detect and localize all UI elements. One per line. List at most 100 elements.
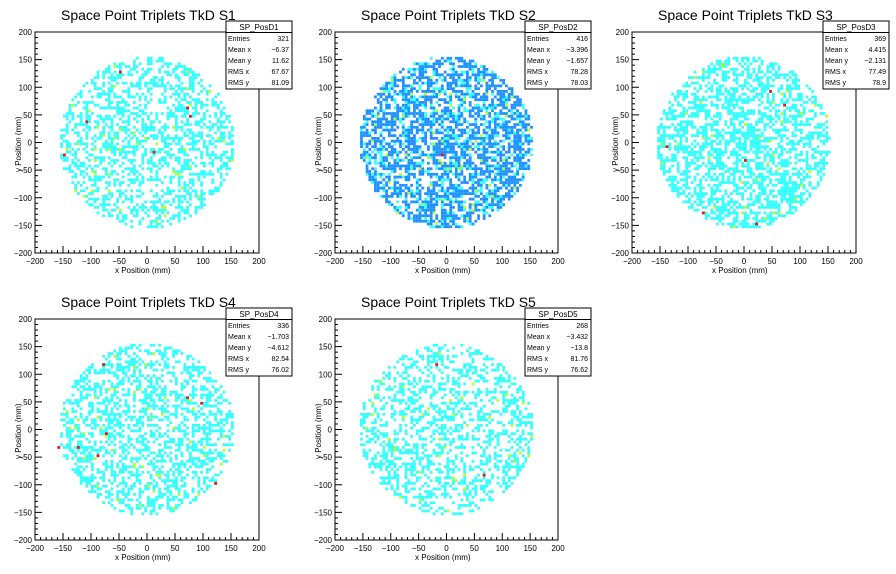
- histogram-bin: [727, 142, 730, 146]
- histogram-bin: [738, 128, 742, 132]
- histogram-bin: [496, 161, 500, 165]
- histogram-bin: [735, 78, 739, 82]
- histogram-bin: [93, 178, 97, 182]
- histogram-bin: [788, 148, 792, 151]
- histogram-bin: [365, 172, 369, 176]
- histogram-bin: [368, 112, 372, 115]
- histogram-bin: [772, 78, 775, 82]
- histogram-bin: [127, 183, 131, 187]
- histogram-bin: [738, 222, 742, 226]
- histogram-bin: [718, 92, 722, 96]
- histogram-bin: [415, 189, 419, 193]
- histogram-bin: [219, 120, 223, 124]
- histogram-bin: [203, 139, 206, 143]
- stats-value: 321: [277, 36, 289, 43]
- histogram-bin: [65, 145, 69, 149]
- histogram-bin: [222, 139, 226, 143]
- histogram-bin: [432, 114, 436, 118]
- histogram-bin: [231, 134, 234, 137]
- histogram-bin: [429, 106, 433, 110]
- histogram-bin: [410, 159, 414, 162]
- histogram-bin: [424, 98, 427, 102]
- histogram-bin: [780, 123, 784, 126]
- histogram-bin: [96, 95, 100, 99]
- histogram-bin: [780, 128, 784, 132]
- histogram-bin: [105, 114, 108, 118]
- histogram-bin: [438, 103, 441, 107]
- histogram-bin: [205, 148, 209, 151]
- histogram-bin: [474, 95, 478, 99]
- histogram-bin: [421, 90, 425, 93]
- histogram-bin: [674, 175, 677, 179]
- histogram-bin: [133, 65, 136, 68]
- histogram-bin: [738, 73, 742, 77]
- histogram-bin: [752, 181, 756, 184]
- histogram-bin: [474, 200, 478, 204]
- histogram-bin: [121, 73, 125, 77]
- histogram-bin: [387, 131, 391, 135]
- histogram-bin: [407, 203, 411, 207]
- histogram-bin: [471, 175, 475, 179]
- histogram-bin: [513, 183, 517, 187]
- histogram-bin: [387, 142, 391, 146]
- histogram-bin: [203, 170, 206, 173]
- histogram-bin: [443, 178, 447, 182]
- histogram-bin: [735, 67, 739, 71]
- histogram-bin: [440, 178, 444, 182]
- histogram-bin: [505, 112, 508, 115]
- histogram-bin: [755, 153, 758, 157]
- histogram-bin: [60, 153, 63, 157]
- histogram-bin: [744, 145, 747, 149]
- histogram-bin: [791, 123, 795, 126]
- histogram-bin: [186, 192, 189, 195]
- histogram-bin: [786, 90, 789, 93]
- histogram-bin: [133, 131, 136, 135]
- histogram-bin: [479, 189, 483, 193]
- histogram-bin: [449, 206, 453, 209]
- histogram-bin: [693, 103, 697, 107]
- histogram-bin: [454, 214, 458, 218]
- histogram-bin: [217, 117, 220, 121]
- histogram-bin: [161, 206, 164, 209]
- histogram-bin: [496, 92, 500, 96]
- histogram-bin: [732, 92, 736, 96]
- histogram-bin: [460, 167, 464, 171]
- histogram-bin: [141, 206, 145, 209]
- histogram-bin: [485, 175, 489, 179]
- histogram-bin: [74, 189, 77, 193]
- histogram-bin: [471, 67, 475, 71]
- histogram-bin: [401, 123, 405, 126]
- histogram-bin: [744, 225, 747, 229]
- histogram-bin: [396, 114, 400, 118]
- histogram-bin: [102, 117, 105, 121]
- histogram-bin: [516, 156, 519, 160]
- histogram-bin: [211, 159, 215, 162]
- histogram-bin: [191, 136, 195, 140]
- histogram-bin: [382, 159, 386, 162]
- histogram-bin: [671, 123, 674, 126]
- histogram-bin: [665, 156, 669, 160]
- histogram-bin: [113, 208, 117, 212]
- histogram-bin: [702, 128, 705, 132]
- histogram-bin: [446, 81, 450, 85]
- histogram-bin: [721, 78, 725, 82]
- histogram-bin: [732, 136, 736, 140]
- histogram-bin: [404, 131, 408, 135]
- histogram-bin: [85, 103, 89, 107]
- histogram-bin: [707, 150, 711, 154]
- histogram-bin: [493, 123, 497, 126]
- histogram-bin: [177, 139, 181, 143]
- histogram-bin: [79, 183, 83, 187]
- histogram-bin: [407, 112, 411, 115]
- histogram-bin: [794, 78, 798, 82]
- histogram-bin: [85, 186, 89, 190]
- histogram-bin: [438, 128, 441, 132]
- histogram-bin: [527, 134, 531, 137]
- histogram-bin: [713, 211, 716, 215]
- histogram-bin: [777, 208, 781, 212]
- histogram-bin: [404, 87, 408, 91]
- histogram-bin: [107, 145, 111, 149]
- histogram-bin: [485, 156, 489, 160]
- histogram-bin: [219, 167, 223, 171]
- histogram-bin: [755, 214, 758, 218]
